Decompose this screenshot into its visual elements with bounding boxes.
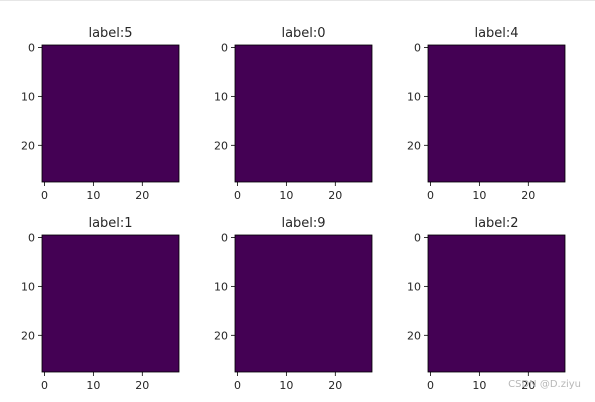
- panel-title: label:0: [281, 26, 325, 41]
- top-divider: [0, 0, 595, 1]
- y-tick-label: 10: [407, 90, 421, 103]
- x-tick-label: 20: [328, 189, 342, 202]
- x-tick-label: 20: [328, 379, 342, 392]
- image-background: [235, 235, 372, 372]
- x-tick-label: 10: [86, 189, 100, 202]
- y-tick-label: 20: [214, 329, 228, 342]
- y-tick-label: 0: [414, 231, 421, 244]
- x-tick-label: 20: [135, 189, 149, 202]
- x-tick-label: 10: [279, 189, 293, 202]
- axes-frame: [41, 234, 180, 373]
- y-tick-label: 20: [21, 139, 35, 152]
- panel-title: label:1: [88, 216, 132, 231]
- digit-panel: label:1 0 10 20 0 10 20: [21, 216, 180, 392]
- y-tick-label: 0: [28, 231, 35, 244]
- panel-title: label:2: [474, 216, 518, 231]
- y-tick-label: 0: [221, 231, 228, 244]
- image-background: [42, 45, 179, 182]
- digit-panel: label:5 0 10 20 0 10 20: [21, 26, 180, 202]
- y-tick-label: 0: [414, 41, 421, 54]
- y-tick-label: 20: [407, 329, 421, 342]
- x-tick-label: 10: [472, 379, 486, 392]
- watermark: CSDN @D.ziyu: [508, 379, 581, 390]
- image-background: [428, 235, 565, 372]
- x-tick-label: 10: [86, 379, 100, 392]
- panel-title: label:9: [281, 216, 325, 231]
- axes-frame: [41, 44, 180, 183]
- y-tick-label: 0: [28, 41, 35, 54]
- y-tick-label: 10: [214, 280, 228, 293]
- y-tick-label: 10: [21, 90, 35, 103]
- axes-frame: [234, 234, 373, 373]
- x-tick-label: 0: [41, 189, 48, 202]
- y-tick-label: 10: [407, 280, 421, 293]
- x-tick-label: 20: [521, 189, 535, 202]
- x-tick-label: 20: [521, 379, 535, 392]
- digit-panel: label:4 0 10 20 0 10 20: [407, 26, 566, 202]
- y-tick-label: 20: [407, 139, 421, 152]
- image-background: [42, 235, 179, 372]
- y-tick-label: 0: [221, 41, 228, 54]
- x-tick-label: 0: [427, 189, 434, 202]
- axes-frame: [427, 44, 566, 183]
- x-tick-label: 0: [41, 379, 48, 392]
- panel-title: label:5: [88, 26, 132, 41]
- axes-frame: [234, 44, 373, 183]
- digit-panel: label:2 0 10 20 0 10 20: [407, 216, 566, 392]
- y-tick-label: 20: [21, 329, 35, 342]
- panel-title: label:4: [474, 26, 518, 41]
- y-tick-label: 10: [21, 280, 35, 293]
- y-tick-label: 20: [214, 139, 228, 152]
- x-tick-label: 10: [472, 189, 486, 202]
- axes-frame: [427, 234, 566, 373]
- digit-panel: label:9 0 10 20 0 10 20: [214, 216, 373, 392]
- x-tick-label: 10: [279, 379, 293, 392]
- image-background: [235, 45, 372, 182]
- y-tick-label: 10: [214, 90, 228, 103]
- image-background: [428, 45, 565, 182]
- digit-panel: label:0 0 10 20 0 10 20: [214, 26, 373, 202]
- x-tick-label: 0: [234, 189, 241, 202]
- x-tick-label: 0: [427, 379, 434, 392]
- x-tick-label: 0: [234, 379, 241, 392]
- x-tick-label: 20: [135, 379, 149, 392]
